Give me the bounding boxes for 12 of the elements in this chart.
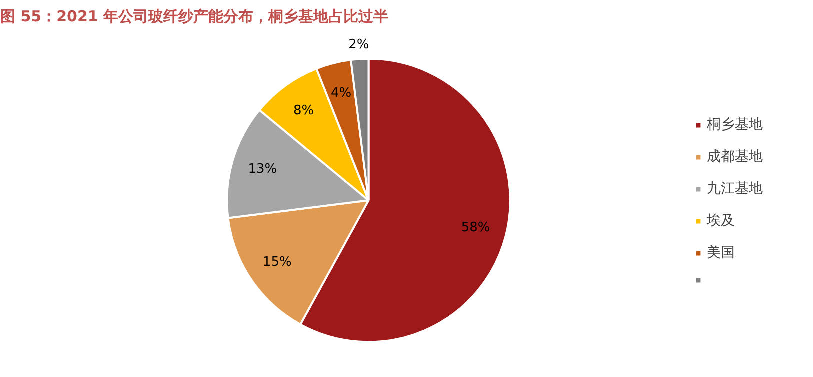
legend-label: 桐乡基地 — [707, 116, 763, 134]
legend-label: 九江基地 — [707, 180, 763, 198]
data-label: 58% — [461, 220, 490, 236]
data-label: 4% — [330, 86, 352, 101]
legend-label: 成都基地 — [707, 148, 763, 166]
data-label: 13% — [248, 162, 278, 178]
legend-label: 美国 — [707, 244, 735, 262]
data-label: 8% — [294, 104, 314, 119]
legend-label: 埃及 — [707, 212, 735, 230]
data-label: 2% — [348, 37, 370, 52]
chart-title: 图 55：2021 年公司玻纤纱产能分布，桐乡基地占比过半 — [0, 8, 389, 26]
data-label: 15% — [262, 255, 292, 270]
